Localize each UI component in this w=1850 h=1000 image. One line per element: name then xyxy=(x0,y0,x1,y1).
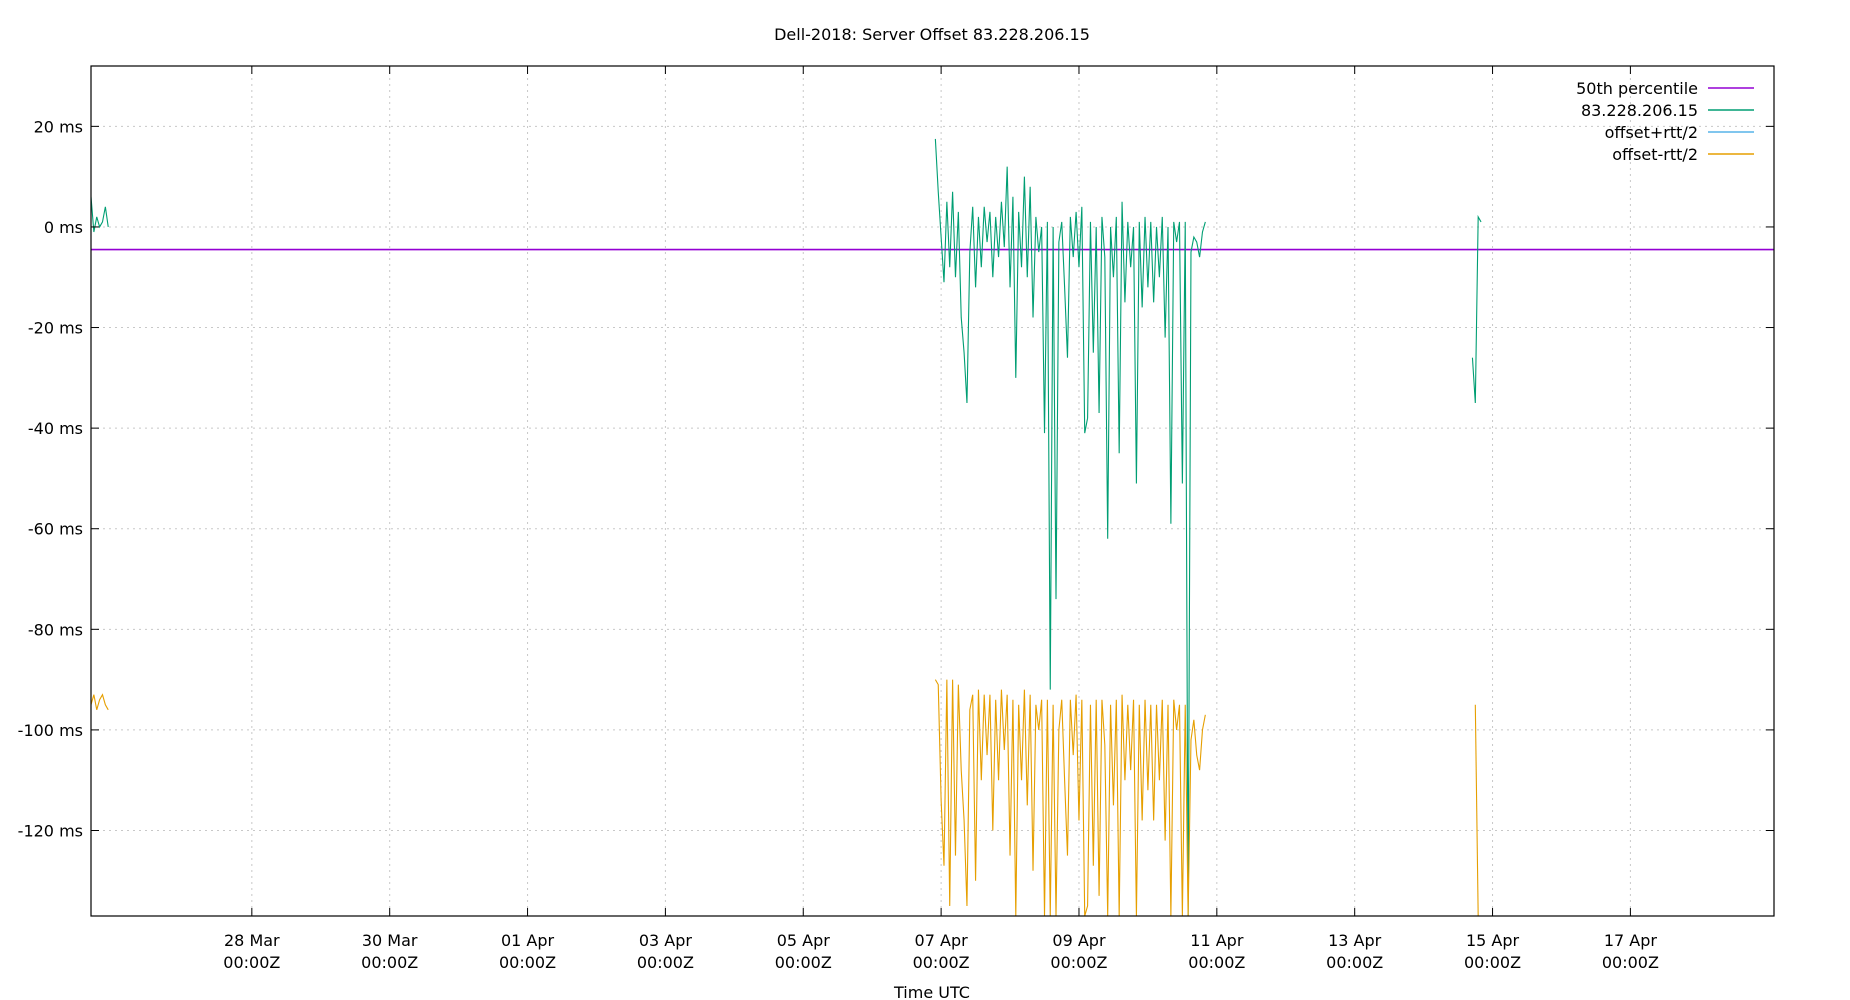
x-tick-label-time: 00:00Z xyxy=(499,953,556,972)
x-tick-label-time: 00:00Z xyxy=(223,953,280,972)
x-axis: 28 Mar 00:00Z 30 Mar 00:00Z 01 Apr 00:00Z 03 A… xyxy=(223,66,1659,972)
x-tick-label-time: 00:00Z xyxy=(1602,953,1659,972)
y-tick-label: -120 ms xyxy=(18,821,83,840)
y-tick-label: 0 ms xyxy=(44,218,83,237)
y-tick-label: -80 ms xyxy=(28,620,83,639)
legend-label: 83.228.206.15 xyxy=(1581,101,1698,120)
x-tick-label-date: 07 Apr xyxy=(915,931,969,950)
y-tick-label: -40 ms xyxy=(28,419,83,438)
x-tick-label-date: 11 Apr xyxy=(1190,931,1244,950)
y-tick-label: 20 ms xyxy=(34,117,83,136)
x-tick-label-date: 15 Apr xyxy=(1466,931,1520,950)
x-tick-label-time: 00:00Z xyxy=(1464,953,1521,972)
x-tick-label-time: 00:00Z xyxy=(775,953,832,972)
y-tick-label: -60 ms xyxy=(28,520,83,539)
chart-title: Dell-2018: Server Offset 83.228.206.15 xyxy=(774,25,1090,44)
series-line-83-228-206-15 xyxy=(91,196,109,233)
legend-label: 50th percentile xyxy=(1576,79,1698,98)
x-tick-label-date: 09 Apr xyxy=(1052,931,1106,950)
x-tick-label-date: 17 Apr xyxy=(1604,931,1658,950)
series-line-offset-rtt-2 xyxy=(934,679,1206,916)
plot-frame xyxy=(90,65,1775,917)
series-line-offset-rtt-2 xyxy=(91,693,109,711)
legend-label: offset-rtt/2 xyxy=(1612,145,1698,164)
x-tick-label-time: 00:00Z xyxy=(913,953,970,972)
x-tick-label-date: 28 Mar xyxy=(224,931,280,950)
series-layer xyxy=(91,138,1774,916)
series-line-83-228-206-15 xyxy=(934,138,1206,916)
grid-lines xyxy=(91,66,1774,916)
y-tick-label: -100 ms xyxy=(18,721,83,740)
series-line-offset-rtt-2 xyxy=(1474,704,1479,916)
x-tick-label-time: 00:00Z xyxy=(1188,953,1245,972)
x-tick-label-date: 05 Apr xyxy=(777,931,831,950)
x-tick-label-date: 03 Apr xyxy=(639,931,693,950)
x-tick-label-date: 30 Mar xyxy=(362,931,418,950)
x-axis-label: Time UTC xyxy=(893,983,970,1000)
x-tick-label-time: 00:00Z xyxy=(1326,953,1383,972)
legend: 50th percentile 83.228.206.15 offset+rtt/2… xyxy=(1576,79,1754,164)
x-tick-label-date: 13 Apr xyxy=(1328,931,1382,950)
x-tick-label-time: 00:00Z xyxy=(1050,953,1107,972)
y-tick-label: -20 ms xyxy=(28,319,83,338)
legend-label: offset+rtt/2 xyxy=(1605,123,1698,142)
x-tick-label-date: 01 Apr xyxy=(501,931,555,950)
y-axis: 20 ms 0 ms -20 ms -40 ms -60 ms -80 ms -100 ms… xyxy=(18,117,1774,840)
x-tick-label-time: 00:00Z xyxy=(361,953,418,972)
x-tick-label-time: 00:00Z xyxy=(637,953,694,972)
series-line-83-228-206-15 xyxy=(1471,214,1482,404)
